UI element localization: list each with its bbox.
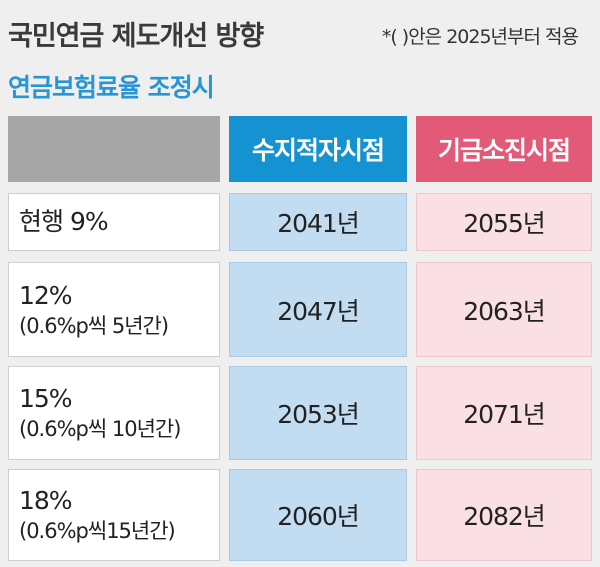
row-exhaustion-2: 2063년 xyxy=(416,262,592,357)
row-deficit-2: 2047년 xyxy=(229,262,407,357)
row-label-sub: (0.6%p씩 10년간) xyxy=(19,417,181,441)
row-label-sub: (0.6%p씩15년간) xyxy=(19,519,176,543)
page-title: 국민연금 제도개선 방향 xyxy=(8,21,264,52)
row-deficit-1: 2041년 xyxy=(229,193,407,251)
row-label-4: 18% (0.6%p씩15년간) xyxy=(8,469,220,561)
row-label-sub: (0.6%p씩 5년간) xyxy=(19,313,169,338)
row-exhaustion-4: 2082년 xyxy=(416,469,592,561)
row-deficit-4: 2060년 xyxy=(229,469,407,561)
row-label-1: 현행 9% xyxy=(8,193,220,251)
row-deficit-3: 2053년 xyxy=(229,366,407,460)
header-blank-cell xyxy=(8,116,220,182)
row-exhaustion-3: 2071년 xyxy=(416,366,592,460)
row-label-main: 18% xyxy=(19,486,73,515)
row-label-main: 15% xyxy=(19,384,73,413)
subtitle: 연금보험료율 조정시 xyxy=(8,73,215,102)
header-deficit: 수지적자시점 xyxy=(229,116,407,182)
row-label-main: 현행 9% xyxy=(19,207,109,236)
row-label-3: 15% (0.6%p씩 10년간) xyxy=(8,366,220,460)
row-exhaustion-1: 2055년 xyxy=(416,193,592,251)
row-label-main: 12% xyxy=(19,280,73,310)
footnote: *( )안은 2025년부터 적용 xyxy=(381,26,579,48)
row-label-2: 12% (0.6%p씩 5년간) xyxy=(8,262,220,357)
header-exhaustion: 기금소진시점 xyxy=(416,116,592,182)
